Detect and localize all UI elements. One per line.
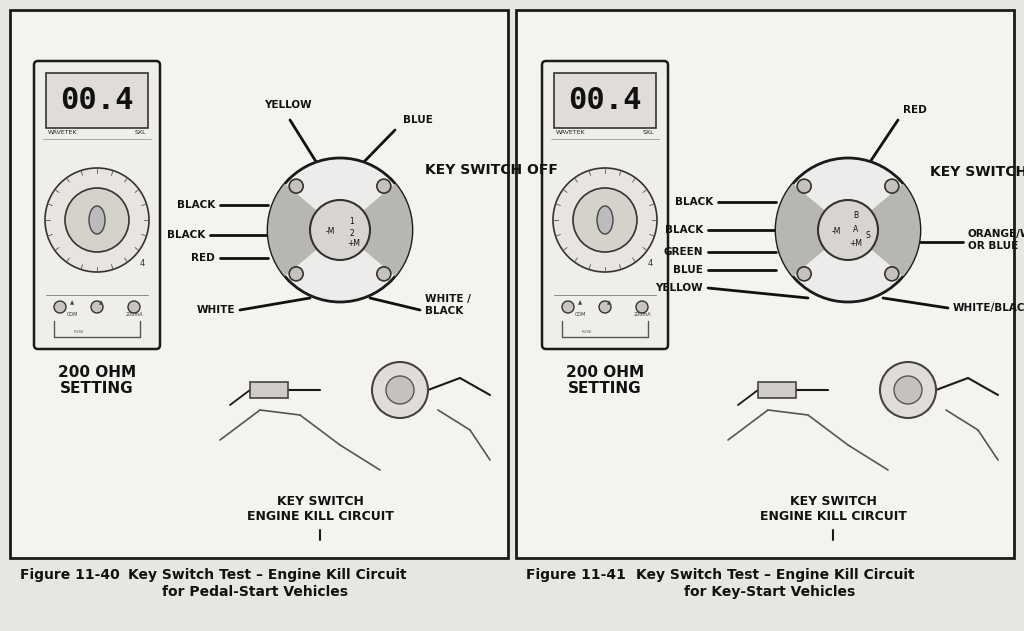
Circle shape xyxy=(372,362,428,418)
Text: B: B xyxy=(853,211,858,220)
Circle shape xyxy=(885,267,899,281)
Text: A: A xyxy=(853,225,859,235)
Text: COM: COM xyxy=(67,312,78,317)
Text: ENGINE KILL CIRCUIT: ENGINE KILL CIRCUIT xyxy=(760,510,906,523)
Text: WAVETEK: WAVETEK xyxy=(48,131,78,136)
Text: 00.4: 00.4 xyxy=(60,86,134,115)
Text: ▲: ▲ xyxy=(607,300,611,305)
Text: 4: 4 xyxy=(647,259,652,269)
Circle shape xyxy=(54,301,66,313)
Circle shape xyxy=(386,376,414,404)
Circle shape xyxy=(599,301,611,313)
Text: Figure 11-41: Figure 11-41 xyxy=(526,568,626,582)
Text: -M: -M xyxy=(831,228,841,237)
Text: 200 OHM: 200 OHM xyxy=(58,365,136,380)
Circle shape xyxy=(797,179,811,193)
Text: FUSE: FUSE xyxy=(74,330,84,334)
Circle shape xyxy=(377,267,391,281)
Text: +M: +M xyxy=(850,240,862,249)
Circle shape xyxy=(894,376,922,404)
Circle shape xyxy=(377,179,391,193)
Polygon shape xyxy=(340,184,412,276)
Circle shape xyxy=(573,188,637,252)
Text: RED: RED xyxy=(191,253,215,263)
Circle shape xyxy=(776,158,920,302)
Text: BLUE: BLUE xyxy=(673,265,703,275)
Bar xyxy=(554,73,656,128)
Bar xyxy=(10,10,508,558)
Circle shape xyxy=(45,168,150,272)
Text: 00.4: 00.4 xyxy=(568,86,642,115)
Circle shape xyxy=(880,362,936,418)
Circle shape xyxy=(885,179,899,193)
Text: for Key-Start Vehicles: for Key-Start Vehicles xyxy=(684,585,856,599)
Text: SXL: SXL xyxy=(642,131,654,136)
Text: SETTING: SETTING xyxy=(568,381,642,396)
Ellipse shape xyxy=(597,206,613,234)
Text: 1: 1 xyxy=(349,218,354,227)
Polygon shape xyxy=(268,184,340,276)
Text: BLACK: BLACK xyxy=(177,200,215,210)
Text: FUSE: FUSE xyxy=(582,330,592,334)
Text: WHITE /
BLACK: WHITE / BLACK xyxy=(425,294,471,316)
Text: KEY SWITCH OFF: KEY SWITCH OFF xyxy=(425,163,558,177)
Circle shape xyxy=(636,301,648,313)
Text: BLACK: BLACK xyxy=(167,230,205,240)
Text: -M: -M xyxy=(326,228,335,237)
Bar xyxy=(516,10,1014,558)
Text: YELLOW: YELLOW xyxy=(264,100,312,110)
Circle shape xyxy=(553,168,657,272)
Text: BLACK: BLACK xyxy=(665,225,703,235)
Circle shape xyxy=(289,267,303,281)
Text: ▲: ▲ xyxy=(70,300,75,305)
Text: KEY SWITCH: KEY SWITCH xyxy=(790,495,877,508)
Text: for Pedal-Start Vehicles: for Pedal-Start Vehicles xyxy=(162,585,348,599)
Circle shape xyxy=(65,188,129,252)
FancyBboxPatch shape xyxy=(542,61,668,349)
Text: ORANGE/WHITE
OR BLUE: ORANGE/WHITE OR BLUE xyxy=(968,229,1024,251)
Text: KEY SWITCH OFF: KEY SWITCH OFF xyxy=(930,165,1024,179)
Text: SXL: SXL xyxy=(134,131,146,136)
Text: COM: COM xyxy=(574,312,586,317)
Text: +M: +M xyxy=(347,240,360,249)
Text: Key Switch Test – Engine Kill Circuit: Key Switch Test – Engine Kill Circuit xyxy=(128,568,407,582)
Text: RED: RED xyxy=(903,105,927,115)
Circle shape xyxy=(310,200,370,260)
Text: 200 OHM: 200 OHM xyxy=(566,365,644,380)
Text: WHITE: WHITE xyxy=(197,305,234,315)
Text: S: S xyxy=(865,230,870,240)
Text: ▲: ▲ xyxy=(99,300,103,305)
Bar xyxy=(250,382,288,398)
Bar xyxy=(46,73,148,128)
Text: 200mA: 200mA xyxy=(125,312,142,317)
Text: 4: 4 xyxy=(139,259,144,269)
Circle shape xyxy=(268,158,412,302)
Text: 200mA: 200mA xyxy=(633,312,651,317)
Circle shape xyxy=(818,200,878,260)
Circle shape xyxy=(128,301,140,313)
Circle shape xyxy=(289,179,303,193)
Polygon shape xyxy=(776,184,848,276)
Text: GREEN: GREEN xyxy=(664,247,703,257)
Circle shape xyxy=(562,301,574,313)
Text: BLACK: BLACK xyxy=(675,197,713,207)
Ellipse shape xyxy=(89,206,105,234)
FancyBboxPatch shape xyxy=(34,61,160,349)
Text: KEY SWITCH: KEY SWITCH xyxy=(276,495,364,508)
Text: WAVETEK: WAVETEK xyxy=(556,131,586,136)
Text: YELLOW: YELLOW xyxy=(655,283,703,293)
Text: WHITE/BLACK: WHITE/BLACK xyxy=(953,303,1024,313)
Text: ENGINE KILL CIRCUIT: ENGINE KILL CIRCUIT xyxy=(247,510,393,523)
Circle shape xyxy=(91,301,103,313)
Polygon shape xyxy=(848,184,920,276)
Text: SETTING: SETTING xyxy=(60,381,134,396)
Text: Figure 11-40: Figure 11-40 xyxy=(20,568,120,582)
Bar xyxy=(758,382,796,398)
Text: 2: 2 xyxy=(349,230,354,239)
Circle shape xyxy=(797,267,811,281)
Text: ▲: ▲ xyxy=(578,300,583,305)
Text: Key Switch Test – Engine Kill Circuit: Key Switch Test – Engine Kill Circuit xyxy=(636,568,914,582)
Text: BLUE: BLUE xyxy=(403,115,433,125)
